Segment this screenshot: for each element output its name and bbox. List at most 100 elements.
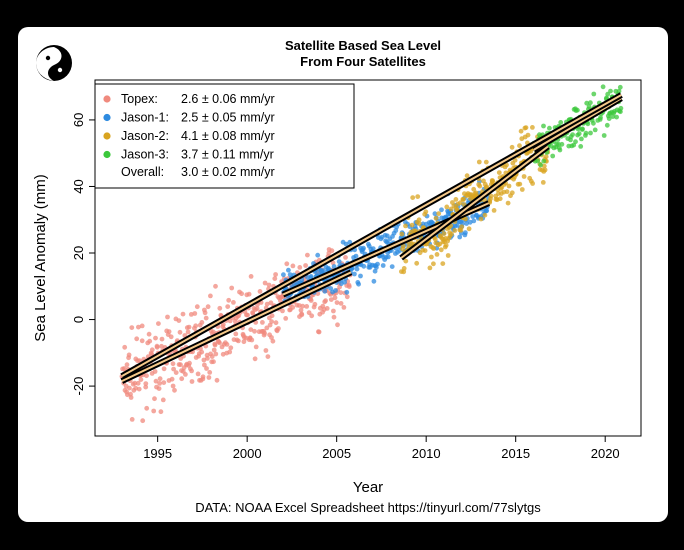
data-point: [521, 174, 527, 179]
data-point: [598, 115, 603, 120]
data-point: [225, 304, 231, 309]
data-point: [129, 417, 135, 422]
data-point: [315, 252, 321, 258]
legend-marker-jason2: [103, 132, 111, 140]
legend-label-overall: Overall:: [121, 165, 164, 179]
data-point: [496, 170, 502, 176]
data-point: [281, 272, 286, 278]
data-point: [504, 189, 510, 195]
data-point: [586, 104, 592, 110]
data-point: [264, 301, 270, 307]
data-point: [122, 344, 128, 350]
data-point: [212, 342, 218, 348]
data-point: [262, 330, 267, 336]
data-point: [518, 128, 524, 134]
data-point: [161, 380, 167, 385]
data-point: [482, 212, 488, 218]
data-point: [550, 153, 556, 159]
x-tick-label: 2020: [591, 446, 620, 461]
data-point: [453, 197, 459, 202]
trend-line-jason3-core: [533, 97, 622, 151]
y-tick-label: 20: [71, 246, 86, 260]
data-point: [438, 247, 444, 253]
y-axis: -20 0 20 40 60: [71, 113, 95, 395]
trend-line-jason2-core: [400, 145, 549, 259]
data-point: [423, 209, 429, 215]
data-point: [557, 147, 563, 153]
data-point: [239, 291, 245, 297]
data-point: [344, 294, 350, 300]
data-point: [153, 335, 158, 341]
penguin-logo-icon: [36, 45, 72, 81]
data-point: [606, 116, 612, 121]
data-point: [176, 318, 182, 323]
data-point: [263, 348, 269, 353]
data-point: [470, 214, 476, 219]
data-point: [213, 351, 219, 357]
data-point: [614, 114, 619, 120]
data-point: [297, 265, 303, 270]
data-point: [134, 336, 140, 342]
data-point: [262, 280, 268, 286]
trend-line-overall: [120, 92, 623, 379]
data-point: [371, 278, 377, 284]
data-point: [509, 190, 515, 196]
data-point: [236, 338, 241, 344]
data-point: [335, 322, 340, 328]
data-point: [328, 286, 334, 291]
data-point: [478, 216, 484, 222]
data-point: [431, 261, 436, 267]
data-point: [541, 123, 546, 129]
data-point: [344, 289, 350, 295]
data-point: [160, 397, 166, 403]
data-point: [233, 331, 239, 337]
data-point: [229, 285, 235, 291]
data-point: [269, 335, 274, 340]
data-point: [338, 290, 344, 295]
data-point: [542, 167, 548, 173]
data-point: [199, 349, 205, 355]
data-point: [204, 366, 209, 371]
data-point: [488, 193, 494, 199]
data-point: [241, 339, 247, 345]
data-point: [309, 313, 315, 319]
data-point: [252, 328, 257, 334]
data-point: [576, 131, 582, 137]
legend-label-topex: Topex:: [121, 92, 158, 106]
data-point: [338, 301, 344, 306]
data-point: [132, 380, 138, 386]
x-tick-label: 2015: [501, 446, 530, 461]
data-point: [580, 126, 585, 132]
data-point: [608, 88, 613, 94]
data-point: [610, 114, 616, 119]
data-point: [269, 313, 275, 319]
data-point: [152, 369, 158, 374]
data-point: [228, 345, 234, 351]
data-point: [431, 246, 436, 251]
data-point: [484, 208, 490, 214]
data-point: [211, 347, 217, 353]
data-point: [128, 395, 134, 400]
data-point: [322, 288, 328, 294]
data-point: [203, 315, 209, 321]
data-point: [192, 311, 198, 316]
data-point: [189, 368, 195, 374]
data-point: [429, 254, 434, 260]
data-point: [227, 349, 233, 355]
data-point: [264, 325, 270, 331]
data-point: [403, 223, 408, 229]
data-point: [165, 314, 170, 320]
data-point: [617, 84, 623, 90]
chart-title: Satellite Based Sea Level: [285, 38, 441, 53]
data-point: [154, 344, 160, 350]
data-point: [194, 304, 200, 310]
data-point: [505, 200, 511, 206]
data-point: [449, 231, 454, 237]
data-point: [459, 224, 465, 230]
data-point: [332, 295, 338, 301]
data-point: [436, 211, 442, 217]
data-point: [252, 356, 258, 362]
data-point: [284, 261, 290, 267]
data-point: [217, 305, 223, 311]
data-point: [385, 254, 391, 260]
